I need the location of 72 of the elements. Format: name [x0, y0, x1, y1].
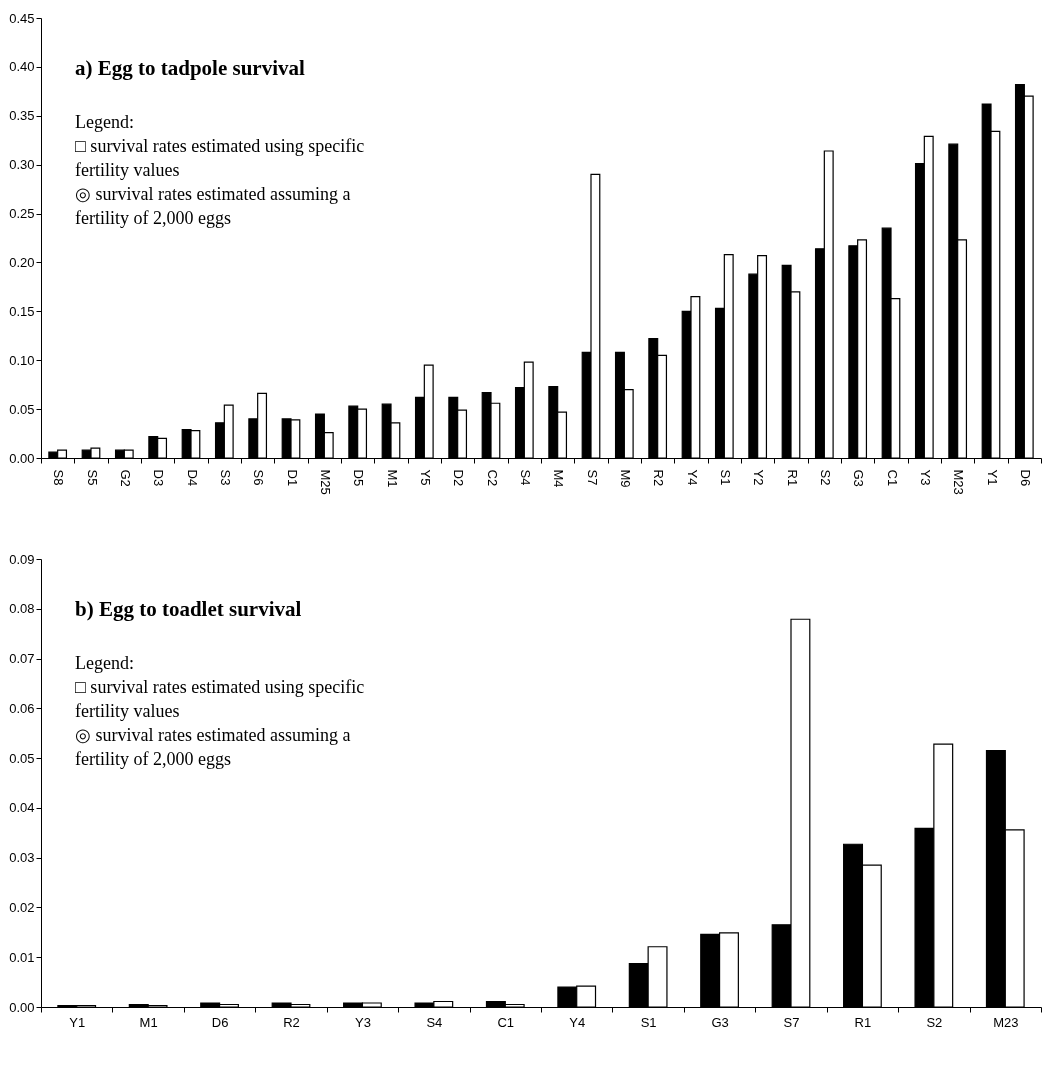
x-tick-label: M1 — [139, 1014, 158, 1030]
y-tick-label: 0.03 — [9, 850, 35, 866]
y-tick-label: 0.30 — [9, 157, 35, 173]
y-tick-label: 0.00 — [9, 450, 35, 466]
x-tick-label: Y3 — [354, 1014, 371, 1030]
x-tick-label: C2 — [484, 469, 500, 487]
y-tick-label: 0.01 — [9, 949, 35, 965]
y-tick-label: 0.04 — [9, 800, 35, 816]
x-tick-label: D2 — [451, 469, 467, 487]
x-tick-label: G2 — [117, 469, 133, 487]
x-tick-label: S1 — [717, 469, 733, 486]
x-tick-label: M9 — [617, 469, 633, 488]
x-tick-label: C1 — [497, 1014, 515, 1030]
annotation: Legend: — [75, 653, 134, 673]
x-tick-label: S8 — [51, 469, 67, 486]
text: a) Egg to tadpole survival — [75, 56, 306, 80]
annotation: □ survival rates estimated using specific fertility values — [75, 677, 365, 721]
y-tick-label: 0.10 — [9, 352, 35, 368]
x-tick-label: S7 — [783, 1014, 800, 1030]
y-tick-label: 0.08 — [9, 601, 35, 617]
x-tick-label: D6 — [1017, 469, 1033, 487]
y-tick-label: 0.02 — [9, 899, 35, 915]
x-tick-label: D6 — [211, 1014, 229, 1030]
x-tick-label: M4 — [551, 469, 567, 488]
annotation: ◎ survival rates estimated assuming a fertility of 2,000 eggs — [75, 725, 351, 769]
annotation: ◎ survival rates estimated assuming a fertility of 2,000 eggs — [75, 184, 351, 228]
x-tick-label: Y2 — [751, 469, 767, 486]
x-tick-label: R2 — [651, 469, 667, 487]
y-tick-label: 0.45 — [9, 10, 35, 26]
x-tick-label: M23 — [951, 469, 967, 495]
x-tick-label: S4 — [517, 469, 533, 486]
y-tick-label: 0.20 — [9, 254, 35, 270]
x-tick-label: R1 — [854, 1014, 872, 1030]
y-tick-label: 0.40 — [9, 59, 35, 75]
x-tick-label: S4 — [426, 1014, 443, 1030]
x-tick-label: Y3 — [917, 469, 933, 486]
x-tick-label: G3 — [851, 469, 867, 487]
y-tick-label: 0.09 — [9, 551, 35, 567]
x-tick-label: S1 — [640, 1014, 657, 1030]
x-tick-label: R2 — [283, 1014, 300, 1030]
x-tick-label: S2 — [926, 1014, 943, 1030]
y-tick-label: 0.35 — [9, 108, 35, 124]
x-tick-label: D1 — [284, 469, 300, 487]
x-tick-label: Y5 — [417, 469, 433, 486]
text: b) Egg to toadlet survival — [75, 597, 302, 621]
annotation: Legend: — [75, 112, 134, 132]
x-tick-label: Y1 — [984, 469, 1000, 486]
x-tick-label: M23 — [993, 1014, 1019, 1030]
y-tick-label: 0.15 — [9, 303, 35, 319]
y-tick-label: 0.06 — [9, 700, 35, 716]
x-tick-label: S7 — [584, 469, 600, 486]
y-tick-label: 0.05 — [9, 401, 35, 417]
x-tick-label: D5 — [351, 469, 367, 487]
x-tick-label: S5 — [84, 469, 100, 486]
y-tick-label: 0.07 — [9, 651, 35, 667]
x-tick-label: D3 — [151, 469, 167, 487]
x-tick-label: Y4 — [684, 469, 700, 486]
y-tick-label: 0.05 — [9, 750, 35, 766]
x-tick-label: Y1 — [69, 1014, 86, 1030]
x-tick-label: Y4 — [569, 1014, 586, 1030]
x-tick-label: G3 — [711, 1014, 729, 1030]
annotation: □ survival rates estimated using specific fertility values — [75, 136, 365, 180]
x-tick-label: D4 — [184, 469, 200, 487]
x-tick-label: M25 — [317, 469, 333, 495]
y-tick-label: 0.25 — [9, 206, 35, 222]
x-tick-label: M1 — [384, 469, 400, 488]
x-tick-label: S3 — [217, 469, 233, 486]
x-tick-label: C1 — [884, 469, 900, 487]
x-tick-label: S6 — [251, 469, 267, 486]
x-tick-label: R1 — [784, 469, 800, 487]
x-tick-label: S2 — [817, 469, 833, 486]
y-tick-label: 0.00 — [9, 999, 35, 1015]
